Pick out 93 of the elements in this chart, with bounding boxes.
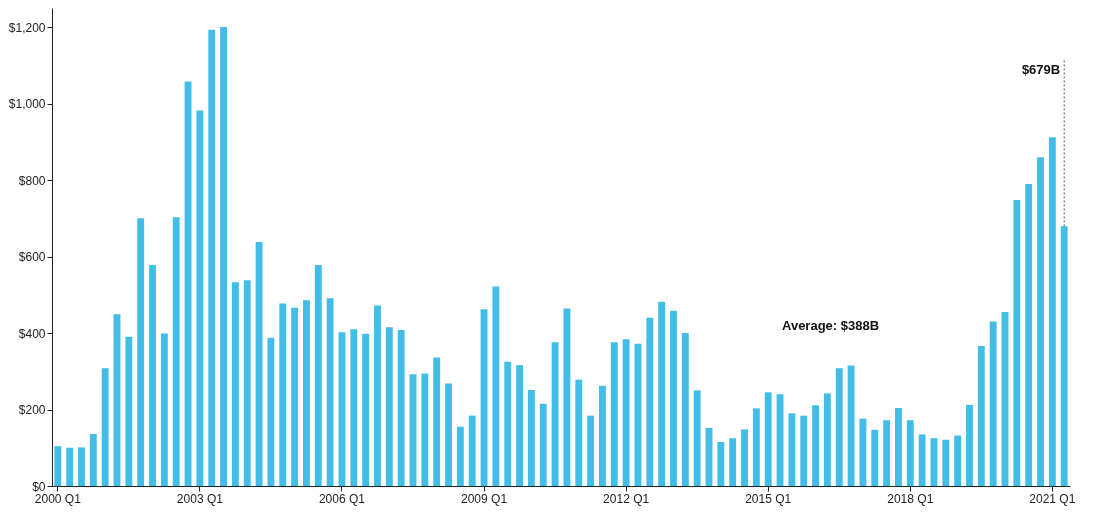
bar [823,393,831,486]
x-tick-label: 2006 Q1 [318,491,366,506]
bar [468,415,476,486]
x-tick-label: 2003 Q1 [176,491,224,506]
bar [575,379,583,486]
bar [208,29,216,486]
x-tick-label: 2015 Q1 [745,491,792,506]
y-tick-label: $0 [32,479,46,494]
bar [539,403,547,486]
bar [954,435,962,486]
bar [314,264,322,486]
y-tick-label: $800 [18,173,46,188]
x-tick-label: 2018 Q1 [887,491,934,506]
bar [622,339,630,486]
bar [681,333,689,486]
bar [196,110,204,486]
bar [599,385,606,486]
bar [362,333,370,486]
bar [385,327,393,486]
bar [220,27,227,486]
bar [883,420,891,486]
x-tick-label: 2000 Q1 [34,491,82,506]
bar [942,439,950,486]
bar [741,429,748,486]
bar [977,346,985,486]
bar [243,280,251,486]
bar [160,333,168,486]
bar [812,405,819,486]
bar [326,298,334,486]
bar [149,264,156,486]
bar [445,383,452,486]
bar [859,418,867,486]
bar [1037,157,1044,486]
bar [788,413,796,486]
bar [350,329,358,486]
bar [374,305,381,486]
bar [492,286,500,486]
bar [231,282,239,486]
bar [527,390,535,486]
bar [847,365,855,486]
bar [800,415,808,486]
bar [456,426,464,486]
y-tick-label: $1,200 [8,20,46,35]
bar [764,392,772,486]
bar [101,368,109,486]
bar [1048,137,1056,486]
bar [835,368,843,486]
bar [255,242,263,486]
bar [966,404,973,486]
data-label: $679B [1021,62,1061,77]
bar [895,407,902,486]
bar [504,361,512,486]
bar [89,433,97,486]
bar [717,442,725,486]
bar [291,307,299,486]
bar [563,308,571,486]
bar [516,365,523,486]
bar [610,342,618,486]
bar [729,438,737,486]
y-tick-label: $200 [18,403,46,418]
bar [551,342,559,486]
bar [54,446,62,486]
bar [433,357,441,486]
bar [693,390,701,486]
bar [279,303,287,486]
bar [78,447,85,486]
bar [871,429,879,486]
bar [1025,183,1033,486]
bar [752,408,760,486]
bar [267,337,275,486]
x-tick-label: 2009 Q1 [461,491,508,506]
bar [66,447,74,486]
bar [125,336,133,486]
bar [421,373,429,486]
y-tick-label: $1,000 [8,97,46,112]
bar [1013,199,1021,486]
bar [658,301,666,486]
bar [172,217,180,486]
bar [137,218,145,486]
x-tick-label: 2012 Q1 [603,491,650,506]
y-tick-label: $400 [18,326,46,341]
bar [303,300,310,486]
bar [397,329,405,486]
bar [670,310,677,486]
y-tick-label: $600 [18,250,46,265]
bar [587,415,595,486]
bar [918,434,926,486]
bar [906,420,914,486]
bar [1060,226,1068,486]
bar [646,317,654,486]
bar [989,321,997,486]
annotation: Average: $388B [782,318,880,333]
x-tick-label: 2021 Q1 [1029,491,1076,506]
